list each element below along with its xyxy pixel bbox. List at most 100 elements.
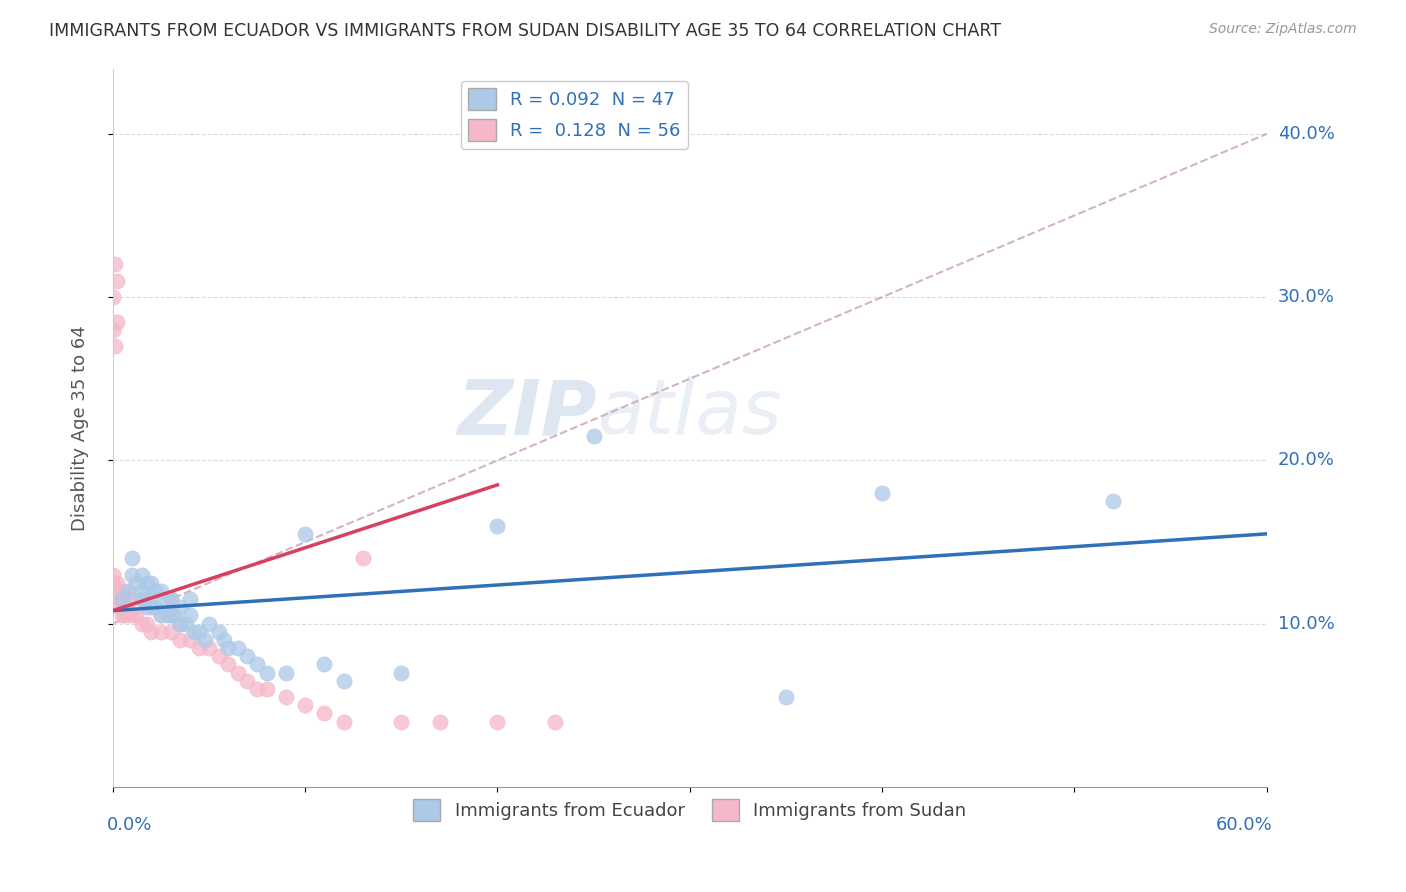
Point <box>141 592 163 607</box>
Legend: Immigrants from Ecuador, Immigrants from Sudan: Immigrants from Ecuador, Immigrants from… <box>406 792 974 828</box>
Point <box>163 608 186 623</box>
Point <box>101 323 124 337</box>
Point <box>143 584 166 599</box>
Point <box>121 551 143 566</box>
Point <box>115 600 138 615</box>
Point <box>169 632 191 647</box>
Point <box>256 681 278 696</box>
Point <box>274 665 297 680</box>
Point <box>294 526 316 541</box>
Point <box>110 592 132 607</box>
Point <box>117 608 139 623</box>
Point <box>111 608 134 623</box>
Point <box>274 690 297 705</box>
Point <box>544 714 567 729</box>
Point <box>104 339 127 353</box>
Point <box>159 608 181 623</box>
Point <box>1102 494 1125 508</box>
Point <box>486 714 509 729</box>
Point <box>198 641 221 656</box>
Point <box>111 592 134 607</box>
Point <box>159 592 181 607</box>
Point <box>188 641 211 656</box>
Point <box>389 714 412 729</box>
Point <box>246 681 269 696</box>
Text: IMMIGRANTS FROM ECUADOR VS IMMIGRANTS FROM SUDAN DISABILITY AGE 35 TO 64 CORRELA: IMMIGRANTS FROM ECUADOR VS IMMIGRANTS FR… <box>49 22 1001 40</box>
Text: Source: ZipAtlas.com: Source: ZipAtlas.com <box>1209 22 1357 37</box>
Point <box>226 665 249 680</box>
Point <box>107 600 129 615</box>
Point <box>131 592 153 607</box>
Point <box>226 641 249 656</box>
Point <box>246 657 269 672</box>
Text: 30.0%: 30.0% <box>1278 288 1334 306</box>
Text: 60.0%: 60.0% <box>1216 815 1272 834</box>
Point <box>169 616 191 631</box>
Point <box>104 584 127 599</box>
Point <box>159 592 181 607</box>
Point <box>125 575 148 590</box>
Point <box>105 575 128 590</box>
Text: atlas: atlas <box>598 376 782 450</box>
Point <box>169 616 191 631</box>
Point <box>112 584 135 599</box>
Text: 40.0%: 40.0% <box>1278 125 1334 143</box>
Point <box>143 600 166 615</box>
Point <box>198 616 221 631</box>
Point <box>429 714 451 729</box>
Point <box>149 624 172 639</box>
Point <box>107 584 129 599</box>
Point <box>486 518 509 533</box>
Point <box>156 592 179 607</box>
Point <box>332 714 354 729</box>
Point <box>775 690 797 705</box>
Text: 0.0%: 0.0% <box>107 815 152 834</box>
Point <box>121 608 143 623</box>
Point <box>131 592 153 607</box>
Point <box>121 592 143 607</box>
Point <box>169 600 191 615</box>
Point <box>159 608 181 623</box>
Point <box>352 551 374 566</box>
Point <box>207 649 229 664</box>
Text: 20.0%: 20.0% <box>1278 451 1334 469</box>
Point <box>314 706 336 721</box>
Point <box>101 290 124 304</box>
Point <box>105 592 128 607</box>
Point <box>389 665 412 680</box>
Point <box>149 608 172 623</box>
Point <box>125 608 148 623</box>
Text: 10.0%: 10.0% <box>1278 615 1334 632</box>
Point <box>183 624 205 639</box>
Point <box>131 584 153 599</box>
Point <box>141 600 163 615</box>
Point <box>174 616 197 631</box>
Point <box>217 641 239 656</box>
Point <box>111 592 134 607</box>
Point <box>101 567 124 582</box>
Point <box>194 632 217 647</box>
Point <box>188 624 211 639</box>
Point <box>131 616 153 631</box>
Point <box>582 429 605 443</box>
Point <box>117 584 139 599</box>
Point <box>149 608 172 623</box>
Text: ZIP: ZIP <box>458 376 598 450</box>
Point <box>141 575 163 590</box>
Point <box>112 608 135 623</box>
Point <box>214 632 236 647</box>
Point <box>105 274 128 288</box>
Point <box>179 592 201 607</box>
Point <box>294 698 316 713</box>
Point <box>101 584 124 599</box>
Point <box>870 486 893 500</box>
Point <box>121 567 143 582</box>
Point <box>101 575 124 590</box>
Point <box>236 649 259 664</box>
Point <box>236 673 259 688</box>
Y-axis label: Disability Age 35 to 64: Disability Age 35 to 64 <box>72 325 89 531</box>
Point <box>314 657 336 672</box>
Point <box>141 624 163 639</box>
Point <box>207 624 229 639</box>
Point <box>105 315 128 329</box>
